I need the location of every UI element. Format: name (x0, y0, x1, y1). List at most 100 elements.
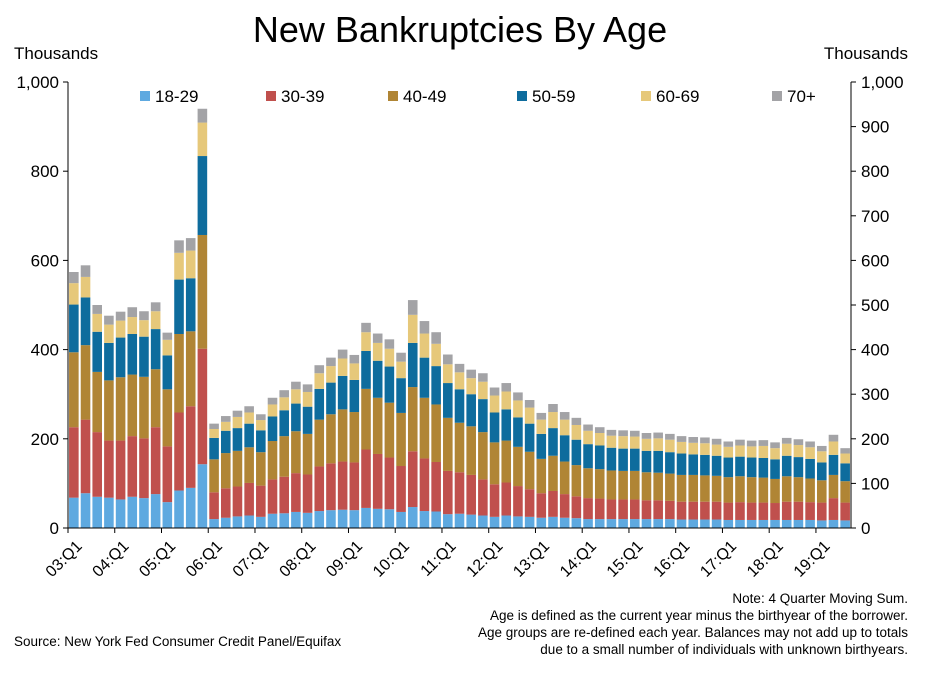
bar-segment-40-49-15:Q3 (653, 472, 663, 501)
bar-segment-60-69-13:Q1 (536, 419, 547, 434)
bar-segment-60-69-04:Q1 (115, 320, 126, 338)
bar-segment-40-49-04:Q1 (115, 377, 126, 441)
bar-segment-40-49-08:Q2 (314, 419, 325, 467)
bar-segment-60-69-06:Q3 (232, 416, 243, 429)
bar-segment-40-49-17:Q4 (758, 477, 769, 503)
bar-segment-60-69-13:Q3 (559, 419, 570, 436)
bar-segment-30-39-18:Q3 (793, 501, 804, 520)
bar-segment-18-29-04:Q3 (139, 498, 149, 528)
bar-segment-30-39-05:Q4 (197, 348, 208, 465)
bar-segment-40-49-14:Q4 (618, 470, 628, 500)
bar-segment-18-29-05:Q4 (197, 464, 208, 528)
bar-segment-70+-07:Q2 (267, 397, 278, 405)
bar-segment-18-29-10:Q4 (431, 511, 441, 528)
bar-segment-18-29-12:Q3 (513, 516, 523, 528)
bar-segment-40-49-10:Q3 (419, 397, 430, 459)
bar-segment-70+-16:Q1 (676, 436, 687, 442)
legend-label: 50-59 (532, 87, 575, 106)
legend-swatch (140, 91, 150, 101)
legend-label: 18-29 (155, 87, 198, 106)
bar-segment-60-69-14:Q3 (606, 435, 617, 448)
bar-segment-70+-08:Q4 (337, 349, 348, 359)
bar-segment-60-69-11:Q2 (454, 372, 465, 390)
bar-segment-30-39-05:Q2 (174, 412, 184, 491)
bar-segment-18-29-14:Q1 (583, 519, 593, 528)
bar-segment-60-69-12:Q4 (524, 407, 535, 424)
bar-segment-30-39-17:Q1 (723, 502, 734, 520)
bar-segment-70+-10:Q2 (407, 300, 418, 315)
bar-segment-50-59-15:Q4 (665, 452, 675, 474)
bar-segment-60-69-08:Q4 (337, 358, 348, 376)
bar-segment-60-69-03:Q3 (92, 313, 102, 332)
left-tick-label: 1,000 (16, 73, 59, 92)
bar-segment-30-39-12:Q3 (513, 486, 523, 517)
bar-segment-30-39-16:Q4 (711, 501, 722, 520)
bar-segment-30-39-03:Q2 (80, 419, 91, 494)
bar-segment-18-29-04:Q2 (127, 496, 138, 528)
x-tick-label: 13:Q1 (510, 538, 553, 581)
bar-segment-70+-05:Q4 (197, 108, 208, 123)
bar-segment-70+-14:Q2 (594, 427, 605, 433)
bar-segment-50-59-05:Q3 (185, 278, 196, 332)
bar-segment-40-49-13:Q1 (536, 458, 547, 494)
bar-segment-18-29-19:Q1 (816, 520, 827, 528)
right-tick-label: 100 (861, 474, 889, 493)
right-tick-label: 900 (861, 118, 889, 137)
bar-segment-18-29-09:Q1 (349, 510, 360, 528)
bar-segment-30-39-14:Q3 (606, 499, 617, 520)
bar-segment-30-39-13:Q3 (559, 494, 570, 518)
bar-segment-18-29-10:Q2 (407, 507, 418, 528)
bar-segment-50-59-12:Q4 (524, 423, 535, 452)
right-tick-label: 1,000 (861, 73, 904, 92)
bar-segment-30-39-07:Q4 (291, 473, 301, 512)
x-tick-label: 08:Q1 (277, 538, 320, 581)
bar-segment-40-49-07:Q4 (291, 431, 301, 474)
bar-segment-40-49-19:Q2 (828, 474, 839, 499)
bar-segment-18-29-17:Q2 (735, 519, 745, 528)
bar-segment-60-69-16:Q2 (688, 442, 699, 455)
bar-segment-70+-14:Q1 (583, 424, 593, 431)
bar-segment-30-39-15:Q4 (665, 500, 675, 520)
bar-segment-30-39-07:Q2 (267, 479, 278, 514)
left-tick-label: 800 (31, 162, 59, 181)
bar-segment-40-49-09:Q2 (361, 388, 371, 450)
bar-segment-40-49-12:Q2 (501, 440, 512, 483)
bar-segment-70+-06:Q2 (220, 416, 231, 422)
bar-segment-50-59-03:Q2 (80, 297, 91, 346)
bar-segment-50-59-07:Q4 (291, 403, 301, 432)
bar-segment-40-49-12:Q4 (524, 451, 535, 490)
bar-segment-50-59-15:Q3 (653, 450, 663, 473)
bar-segment-30-39-09:Q4 (384, 457, 395, 510)
bar-segment-40-49-05:Q4 (197, 234, 208, 349)
bar-segment-40-49-18:Q4 (805, 478, 815, 503)
bar-segment-30-39-05:Q3 (185, 406, 196, 488)
legend-swatch (641, 91, 651, 101)
bar-segment-50-59-17:Q4 (758, 457, 769, 478)
bar-segment-40-49-09:Q4 (384, 402, 395, 458)
x-tick-label: 17:Q1 (697, 538, 740, 581)
right-tick-label: 700 (861, 207, 889, 226)
bar-segment-40-49-03:Q1 (69, 352, 79, 428)
bar-segment-30-39-16:Q1 (676, 501, 687, 520)
bar-segment-30-39-04:Q1 (115, 440, 126, 500)
bar-segment-50-59-07:Q1 (256, 430, 266, 453)
bar-segment-18-29-10:Q1 (396, 511, 406, 528)
bar-segment-40-49-11:Q2 (454, 422, 465, 473)
bar-segment-40-49-05:Q2 (174, 333, 184, 413)
bar-segment-40-49-10:Q1 (396, 412, 406, 466)
bar-segment-30-39-08:Q3 (326, 463, 336, 511)
bar-segment-18-29-18:Q2 (781, 519, 792, 528)
bar-segment-18-29-06:Q3 (232, 516, 243, 528)
bar-segment-40-49-06:Q3 (232, 450, 243, 487)
bar-segment-18-29-07:Q3 (279, 513, 289, 528)
bar-segment-30-39-06:Q1 (209, 492, 219, 520)
bar-segment-70+-17:Q3 (746, 440, 757, 447)
x-tick-label: 12:Q1 (464, 538, 507, 581)
bar-segment-60-69-07:Q1 (256, 420, 266, 431)
bar-segment-60-69-04:Q3 (139, 320, 149, 337)
bar-segment-50-59-13:Q4 (571, 439, 582, 466)
bar-segment-50-59-18:Q1 (770, 459, 780, 479)
right-tick-label: 800 (861, 162, 889, 181)
bar-segment-18-29-05:Q1 (162, 502, 173, 528)
bar-segment-50-59-18:Q4 (805, 458, 815, 479)
